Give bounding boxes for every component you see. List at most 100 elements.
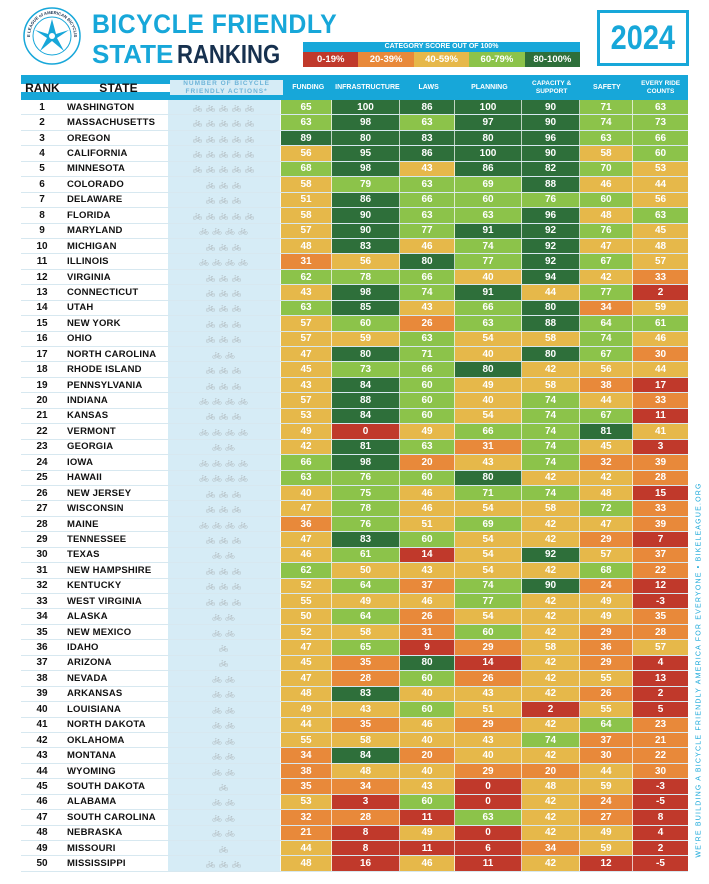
column-header-1: STATE bbox=[63, 82, 171, 94]
score-cell: 14 bbox=[400, 547, 455, 563]
score-cell: 28 bbox=[332, 810, 400, 825]
score-cell: 55 bbox=[580, 702, 633, 717]
actions-cell: 🚲 🚲 bbox=[168, 763, 281, 779]
actions-cell: 🚲 🚲 bbox=[168, 439, 281, 455]
actions-cell: 🚲 🚲 bbox=[168, 717, 281, 732]
bicycle-icon: 🚲 bbox=[225, 720, 236, 730]
state-cell: ARKANSAS bbox=[64, 686, 168, 702]
bicycle-icon: 🚲 bbox=[225, 627, 236, 637]
bicycle-icon: 🚲 bbox=[218, 334, 230, 344]
rank-cell: 36 bbox=[21, 640, 64, 655]
bicycle-icon: 🚲 bbox=[218, 859, 230, 869]
score-cell: 28 bbox=[633, 470, 688, 485]
legend-item-4: 80-100% bbox=[524, 52, 581, 67]
table-row: 3 OREGON 🚲 🚲 🚲 🚲 🚲 89 80 83 80 96 63 66 bbox=[21, 130, 688, 147]
bicycle-icon: 🚲 bbox=[218, 380, 230, 390]
score-cell: 34 bbox=[332, 779, 400, 794]
rank-cell: 19 bbox=[21, 377, 64, 393]
score-cell: 50 bbox=[281, 609, 332, 624]
bicycle-icon: 🚲 bbox=[244, 210, 256, 220]
score-cell: 75 bbox=[332, 485, 400, 501]
bicycle-icon: 🚲 bbox=[218, 781, 230, 791]
score-cell: 65 bbox=[332, 640, 400, 655]
actions-cell: 🚲 🚲 bbox=[168, 686, 281, 702]
score-cell: 91 bbox=[455, 223, 522, 238]
state-cell: LOUISIANA bbox=[64, 702, 168, 717]
rank-cell: 34 bbox=[21, 609, 64, 624]
actions-cell: 🚲 🚲 bbox=[168, 794, 281, 810]
score-cell: 0 bbox=[455, 794, 522, 810]
score-cell: 80 bbox=[455, 130, 522, 146]
column-header-4: INFRASTRUCTURE bbox=[335, 83, 400, 91]
score-cell: 35 bbox=[332, 655, 400, 671]
actions-cell: 🚲 🚲 🚲 bbox=[168, 532, 281, 547]
score-cell: 14 bbox=[455, 655, 522, 671]
score-cell: 4 bbox=[633, 825, 688, 840]
column-header-6: PLANNING bbox=[471, 83, 508, 91]
score-cell: 57 bbox=[281, 316, 332, 331]
score-cell: 42 bbox=[522, 794, 580, 810]
score-cell: 74 bbox=[580, 115, 633, 130]
score-cell: 49 bbox=[281, 702, 332, 717]
table-row: 9 MARYLAND 🚲 🚲 🚲 🚲 57 90 77 91 92 76 45 bbox=[21, 223, 688, 239]
table-row: 40 LOUISIANA 🚲 🚲 49 43 60 51 2 55 5 bbox=[21, 702, 688, 718]
side-tagline: WE'RE BUILDING A BICYCLE FRIENDLY AMERIC… bbox=[693, 470, 705, 870]
state-cell: NORTH DAKOTA bbox=[64, 717, 168, 732]
score-cell: -3 bbox=[633, 779, 688, 794]
score-cell: 44 bbox=[281, 717, 332, 732]
bicycle-icon: 🚲 bbox=[231, 102, 243, 112]
score-cell: 58 bbox=[281, 177, 332, 192]
table-row: 41 NORTH DAKOTA 🚲 🚲 44 35 46 29 42 64 23 bbox=[21, 717, 688, 733]
table-row: 27 WISCONSIN 🚲 🚲 🚲 47 78 46 54 58 72 33 bbox=[21, 501, 688, 517]
score-cell: 26 bbox=[400, 609, 455, 624]
actions-cell: 🚲 🚲 bbox=[168, 347, 281, 362]
bicycle-icon: 🚲 bbox=[225, 735, 236, 745]
score-cell: 67 bbox=[580, 408, 633, 424]
score-cell: 29 bbox=[580, 532, 633, 547]
bicycle-icon: 🚲 bbox=[218, 534, 230, 544]
table-row: 10 MICHIGAN 🚲 🚲 🚲 48 83 46 74 92 47 48 bbox=[21, 238, 688, 255]
score-cell: 62 bbox=[281, 563, 332, 578]
score-cell: 48 bbox=[332, 763, 400, 779]
score-cell: 11 bbox=[455, 856, 522, 871]
score-cell: 36 bbox=[281, 516, 332, 532]
state-cell: OREGON bbox=[64, 130, 168, 146]
bicycle-icon: 🚲 bbox=[231, 272, 243, 282]
table-row: 34 ALASKA 🚲 🚲 50 64 26 54 42 49 35 bbox=[21, 609, 688, 625]
score-cell: 60 bbox=[400, 794, 455, 810]
score-cell: 29 bbox=[455, 717, 522, 732]
score-cell: 59 bbox=[580, 779, 633, 794]
score-cell: 33 bbox=[633, 501, 688, 516]
table-header: RANK STATE NUMBER OF BICYCLE FRIENDLY ACTI… bbox=[21, 75, 688, 100]
state-cell: VERMONT bbox=[64, 424, 168, 439]
bicycle-icon: 🚲 bbox=[205, 195, 217, 205]
score-cell: 42 bbox=[522, 686, 580, 702]
bicycle-icon: 🚲 bbox=[199, 226, 211, 236]
rank-cell: 11 bbox=[21, 254, 64, 269]
state-cell: MICHIGAN bbox=[64, 238, 168, 254]
actions-cell: 🚲 🚲 bbox=[168, 609, 281, 624]
bicycle-icon: 🚲 bbox=[225, 457, 236, 467]
bicycle-icon: 🚲 bbox=[212, 766, 223, 776]
score-cell: 42 bbox=[522, 516, 580, 532]
year-box: 2024 bbox=[597, 10, 689, 66]
score-cell: 2 bbox=[633, 841, 688, 856]
score-cell: 66 bbox=[400, 362, 455, 377]
rank-cell: 43 bbox=[21, 748, 64, 763]
score-cell: 60 bbox=[400, 671, 455, 686]
score-cell: 46 bbox=[400, 485, 455, 501]
rank-cell: 33 bbox=[21, 594, 64, 609]
column-header-2: NUMBER OF BICYCLE FRIENDLY ACTIONS* bbox=[170, 80, 283, 95]
actions-cell: 🚲 bbox=[168, 841, 281, 856]
table-row: 11 ILLINOIS 🚲 🚲 🚲 🚲 31 56 80 77 92 67 57 bbox=[21, 254, 688, 270]
score-cell: 22 bbox=[633, 563, 688, 578]
rank-cell: 48 bbox=[21, 825, 64, 840]
score-cell: 58 bbox=[332, 732, 400, 748]
bicycle-icon: 🚲 bbox=[199, 457, 211, 467]
score-cell: 48 bbox=[281, 238, 332, 254]
score-cell: 62 bbox=[281, 269, 332, 285]
score-cell: 44 bbox=[580, 763, 633, 779]
legend-item-0: 0-19% bbox=[303, 52, 359, 67]
bicycle-icon: 🚲 bbox=[212, 612, 223, 622]
column-header-8: SAFETY bbox=[593, 83, 621, 91]
